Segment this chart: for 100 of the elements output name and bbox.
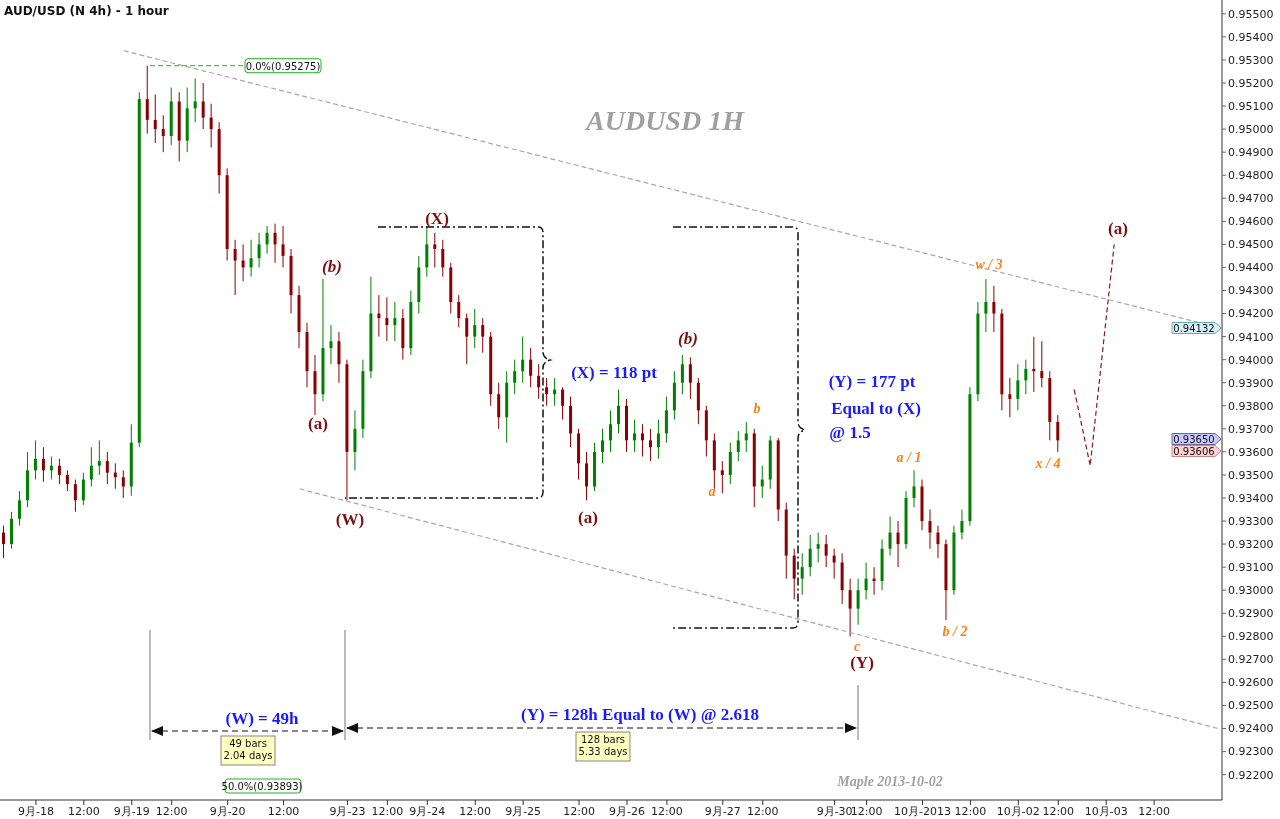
- y-tick-label: 0.94200: [1228, 307, 1274, 321]
- candlestick: [521, 336, 525, 384]
- candlestick: [616, 389, 620, 434]
- y-tick-label: 0.92800: [1228, 630, 1274, 644]
- candlestick: [1056, 414, 1060, 453]
- annotation: AUDUSD 1H: [584, 105, 746, 136]
- annotation: (Y) = 177 pt: [828, 372, 916, 391]
- candlestick: [912, 469, 916, 508]
- candlestick: [561, 386, 565, 421]
- x-tick-label: 9月-30: [816, 805, 853, 818]
- x-tick-label: 9月-19: [113, 805, 150, 818]
- annotation: (W): [335, 510, 365, 529]
- y-tick-label: 0.93100: [1228, 561, 1274, 575]
- chart-title: AUD/USD (N 4h) - 1 hour: [4, 4, 169, 18]
- candlestick: [1040, 340, 1044, 388]
- y-tick-label: 0.93600: [1228, 445, 1274, 459]
- candlestick: [736, 430, 740, 462]
- candlestick: [33, 439, 37, 481]
- y-tick-label: 0.92600: [1228, 676, 1274, 690]
- candlestick: [720, 460, 724, 494]
- y-tick-label: 0.94400: [1228, 261, 1274, 275]
- x-tick-label: 12:00: [267, 805, 300, 818]
- x-tick-label: 9月-25: [505, 805, 542, 818]
- y-tick-label: 0.95000: [1228, 123, 1274, 137]
- candlestick: [2, 525, 5, 559]
- candlestick: [473, 308, 477, 349]
- candlestick: [513, 359, 517, 395]
- y-tick-label: 0.93500: [1228, 468, 1274, 482]
- annotation: (Y): [850, 653, 874, 672]
- candlestick: [121, 469, 125, 499]
- x-tick-label: 9月-20: [209, 805, 246, 818]
- y-tick-label: 0.93900: [1228, 376, 1274, 390]
- x-tick-label: 12:00: [68, 805, 100, 818]
- x-tick-label: 9月-24: [409, 805, 446, 818]
- candlestick: [609, 409, 613, 453]
- candlestick: [353, 409, 357, 471]
- y-tick-label: 0.94700: [1228, 192, 1274, 206]
- candlestick: [249, 239, 253, 278]
- y-tick-label: 0.94600: [1228, 215, 1274, 229]
- annotation: (X): [425, 209, 449, 228]
- y-tick-label: 0.92700: [1228, 653, 1274, 667]
- x-tick-label: 9月-27: [704, 805, 741, 818]
- candlestick: [928, 509, 932, 550]
- y-tick-label: 0.92200: [1228, 768, 1274, 782]
- x-tick-label: 12:00: [371, 805, 404, 818]
- y-tick-label: 0.94000: [1228, 353, 1274, 367]
- candlestick: [640, 423, 644, 457]
- x-tick-label: 12:00: [459, 805, 492, 818]
- candlestick: [265, 225, 269, 255]
- candlestick: [385, 296, 389, 342]
- y-tick-label: 0.93200: [1228, 538, 1274, 551]
- candlestick: [728, 442, 732, 485]
- x-tick-label: 12:00: [954, 805, 987, 818]
- candlestick: [1008, 377, 1012, 418]
- candlestick: [656, 419, 660, 460]
- candlestick: [201, 82, 205, 130]
- y-tick-label: 0.94100: [1228, 330, 1274, 344]
- x-tick-label: 12:00: [563, 805, 595, 818]
- y-tick-label: 0.93400: [1228, 491, 1274, 505]
- candlestick: [792, 548, 796, 600]
- candlestick: [89, 446, 93, 487]
- candlestick: [585, 451, 589, 501]
- annotation: 49 bars 2.04 days: [223, 738, 273, 761]
- x-tick-label: 12:00: [1138, 805, 1170, 818]
- ref-line-label: 0.0%(0.95275): [245, 60, 321, 72]
- x-tick-label: 12:00: [155, 805, 188, 818]
- candlestick: [824, 534, 828, 568]
- y-tick-label: 0.94900: [1228, 146, 1274, 160]
- annotation: b / 2: [942, 624, 968, 639]
- candlestick: [816, 532, 820, 564]
- annotation: c: [853, 639, 861, 654]
- y-tick-label: 0.95500: [1228, 7, 1274, 21]
- candlestick: [425, 225, 429, 278]
- candlestick: [17, 490, 21, 527]
- candlestick: [497, 382, 501, 430]
- candlestick: [896, 520, 900, 568]
- annotation: 128 bars 5.33 days: [578, 734, 628, 757]
- candlestick: [209, 103, 213, 149]
- candlestick: [936, 525, 940, 559]
- y-tick-label: 0.94300: [1228, 284, 1274, 298]
- candlestick: [281, 225, 285, 268]
- x-tick-label: 12:00: [746, 805, 779, 818]
- y-tick-label: 0.92500: [1228, 699, 1274, 713]
- candlestick: [992, 285, 996, 333]
- annotation: (a): [578, 508, 598, 527]
- annotation: (a): [1108, 219, 1128, 238]
- candlestick: [393, 301, 397, 342]
- candlestick: [145, 65, 149, 135]
- annotation: (b): [678, 329, 698, 348]
- annotation: (a): [308, 414, 328, 433]
- candlestick: [808, 534, 812, 577]
- candlestick: [1016, 363, 1020, 411]
- annotation: 50.0%(0.93893): [221, 781, 303, 792]
- candlestick: [832, 548, 836, 580]
- candlestick: [457, 294, 461, 328]
- candlestick: [529, 347, 533, 388]
- candlestick: [800, 552, 804, 596]
- candlestick: [193, 77, 197, 123]
- annotation: Maple 2013-10-02: [836, 774, 943, 789]
- annotation: (b): [322, 257, 342, 276]
